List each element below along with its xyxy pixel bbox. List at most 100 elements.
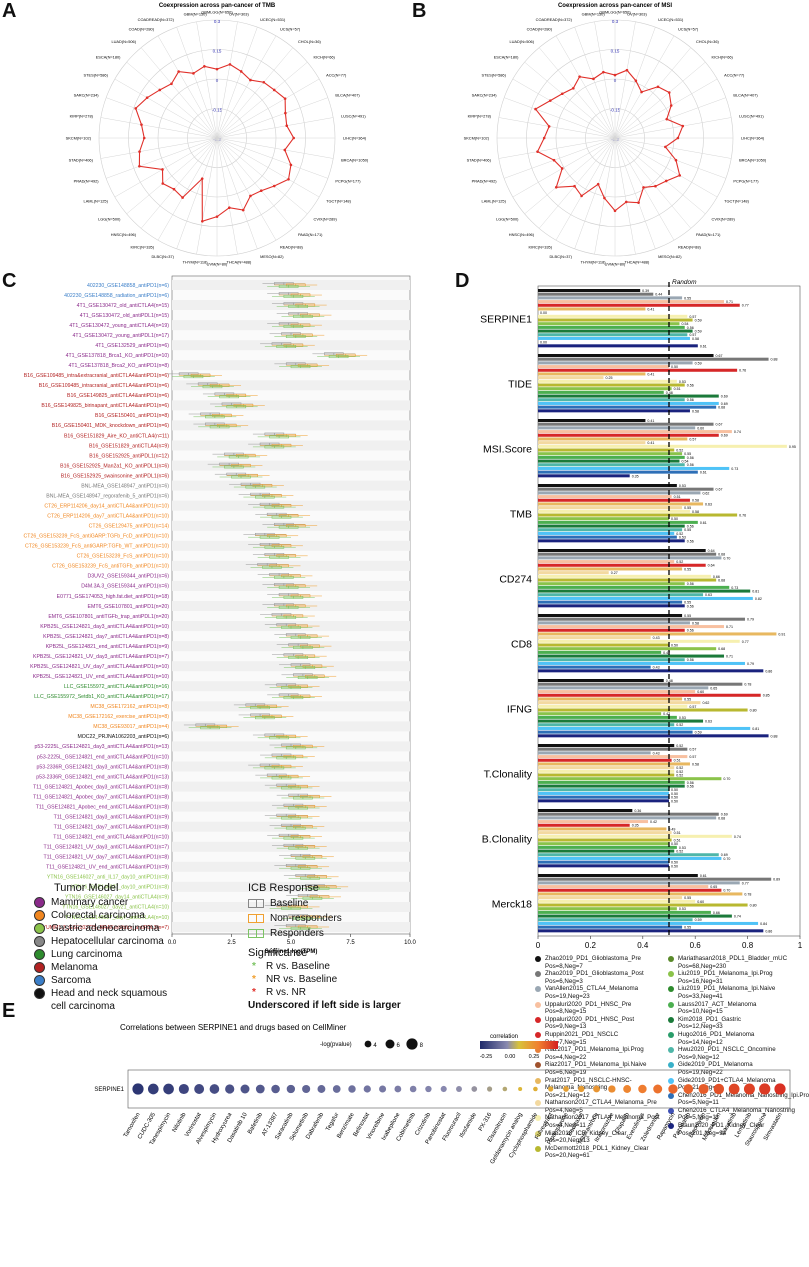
cohort-counts: Pos=19,Neg=22 [678, 1068, 723, 1076]
auc-bar [538, 556, 722, 560]
auc-bar-value: 0.58 [692, 499, 699, 503]
cohort-color-swatch [668, 1047, 674, 1054]
auc-bar [538, 632, 777, 636]
auc-bar [538, 758, 672, 762]
auc-bar [538, 899, 696, 903]
tumor-legend-label: cell carcinoma [51, 1001, 115, 1012]
msi-radar-spoke [614, 35, 675, 139]
auc-bar [538, 885, 709, 889]
tmb-radar-point [249, 194, 252, 198]
tmb-radar-cancer-label: LUAD(N=506) [111, 39, 136, 44]
auc-bar [538, 780, 685, 784]
x-tick-label: 0 [536, 941, 541, 950]
msi-radar-cancer-label: MESO(N=82) [658, 254, 682, 259]
tmb-radar-spoke [157, 35, 218, 139]
msi-radar-point [634, 79, 638, 83]
tmb-radar-cancer-label: LIHC(N=364) [343, 136, 367, 141]
cohort-label: YTN16_GSE146027_day10_antiPD1(n=8) [71, 885, 169, 891]
auc-bar-value: 0.51 [674, 838, 681, 842]
tumor-legend-item: Sarcoma [34, 974, 167, 987]
drug-dot [332, 1085, 341, 1093]
auc-bar [538, 877, 772, 881]
msi-radar-cancer-label: LAML(N=125) [482, 199, 507, 204]
msi-radar-spoke [498, 137, 616, 159]
cohort-name: Nathanson2017_CTLA4_Melanoma_Pre [545, 1099, 657, 1107]
tmb-radar-spoke [216, 21, 238, 139]
msi-radar-cancer-label: DLBC(N=37) [550, 254, 573, 259]
auc-bar [538, 874, 698, 878]
tmb-radar-spoke [106, 137, 218, 179]
auc-bar [538, 506, 683, 510]
cohort-color-swatch [535, 1100, 541, 1107]
tmb-radar-spoke [126, 137, 218, 215]
color-legend-title: correlation [490, 1034, 518, 1040]
cohort-label: B16_GSE149825_antiCTLA4&antiPD1(n=6) [67, 393, 169, 399]
auc-bar [538, 679, 664, 683]
msi-radar-point [681, 124, 685, 128]
box [290, 323, 311, 327]
msi-radar-point [536, 150, 539, 153]
cohort-color-swatch [535, 1115, 541, 1122]
cohort-label: D3UV2_GSE159344_antiPD1(n=6) [88, 574, 170, 580]
cohort-color-swatch [668, 1123, 674, 1130]
auc-bar [538, 455, 685, 459]
auc-bar-value: 0.52 [676, 723, 683, 727]
tmb-radar-point [145, 96, 149, 99]
msi-radar-point [665, 117, 669, 121]
auc-bar-value: 0.64 [708, 549, 715, 553]
auc-bar [538, 791, 669, 795]
tmb-radar-cancer-label: MESO(N=82) [260, 254, 284, 259]
cohort-color-swatch [535, 1001, 541, 1008]
drug-label: Nilotinib [172, 1111, 188, 1133]
auc-bar [538, 693, 761, 697]
cohort-label: p53-2336R_GSE124821_end_antiCTLA4&antiPD… [36, 774, 169, 780]
auc-bar [538, 661, 745, 665]
radar-chart-msi: Coexpression across pan-cancer of MSI0.3… [464, 3, 767, 267]
cohort-label: 4T1_GSE130472_young_antiCTLA4(n=19) [69, 323, 169, 329]
auc-bar-value: 0.56 [687, 604, 694, 608]
auc-bar [538, 842, 669, 846]
auc-bar [538, 303, 740, 307]
tmb-radar-cancer-label: STAD(N=406) [69, 157, 94, 162]
drug-dot [698, 1083, 709, 1095]
row-label: SERPINE1 [94, 1087, 124, 1093]
cohort-label: T11_GSE124821_Apobec_day7_antiCTLA4&anti… [33, 794, 169, 800]
cohort-label: KPB25L_GSE124821_UV_end_antiCTLA4&antiPD… [33, 674, 170, 680]
auc-bar [538, 755, 688, 759]
auc-bar-value: 0.35 [632, 824, 639, 828]
auc-bar-value: 0.39 [642, 289, 649, 293]
drug-dot [286, 1084, 296, 1094]
msi-radar-point [542, 136, 546, 140]
auc-bar [538, 903, 748, 907]
biomarker-label: B.Clonality [482, 834, 533, 846]
auc-bar-value: 0.70 [723, 857, 730, 861]
auc-bar [538, 470, 698, 474]
auc-bar-value: 0.56 [687, 629, 694, 633]
box [278, 292, 299, 296]
cohort-counts: Pos=68,Neg=230 [678, 962, 727, 970]
auc-bar-value: 0.70 [723, 889, 730, 893]
icb-response-legend: ICB Response Baseline Non-responders Respo… [248, 882, 401, 1011]
cohort-legend-item: Nathanson2017_CTLA4_Melanoma_Post Pos=4,N… [535, 1114, 665, 1129]
auc-bar-value: 0.63 [705, 502, 712, 506]
msi-radar-cancer-label: STES(N=586) [482, 73, 507, 78]
drug-label: Olaparib [614, 1111, 631, 1134]
significance-legend-label: R vs. Baseline [266, 961, 330, 972]
tmb-radar-cancer-label: SARC(N=234) [74, 92, 100, 97]
msi-radar-point [573, 184, 576, 188]
auc-bar-value: 0.64 [708, 564, 715, 568]
cohort-color-swatch [535, 986, 541, 993]
tumor-legend-label: Colorectal carcinoma [51, 910, 145, 921]
auc-bar [538, 914, 732, 918]
tmb-radar-cancer-label: PRAD(N=492) [74, 179, 100, 184]
row-stripe [172, 380, 410, 391]
drug-dot [578, 1085, 585, 1093]
cohort-label: T11_GSE124821_UV_end_antiCTLA4&antiPD1(n… [46, 865, 169, 871]
auc-bar-value: 0.60 [697, 900, 704, 904]
drug-label: PX-316 [478, 1111, 494, 1132]
auc-bar [538, 614, 683, 618]
auc-bar-value: 0.78 [744, 892, 751, 896]
tmb-radar-spoke [114, 78, 218, 139]
auc-bar [538, 344, 698, 348]
tmb-radar-spoke [176, 27, 218, 139]
